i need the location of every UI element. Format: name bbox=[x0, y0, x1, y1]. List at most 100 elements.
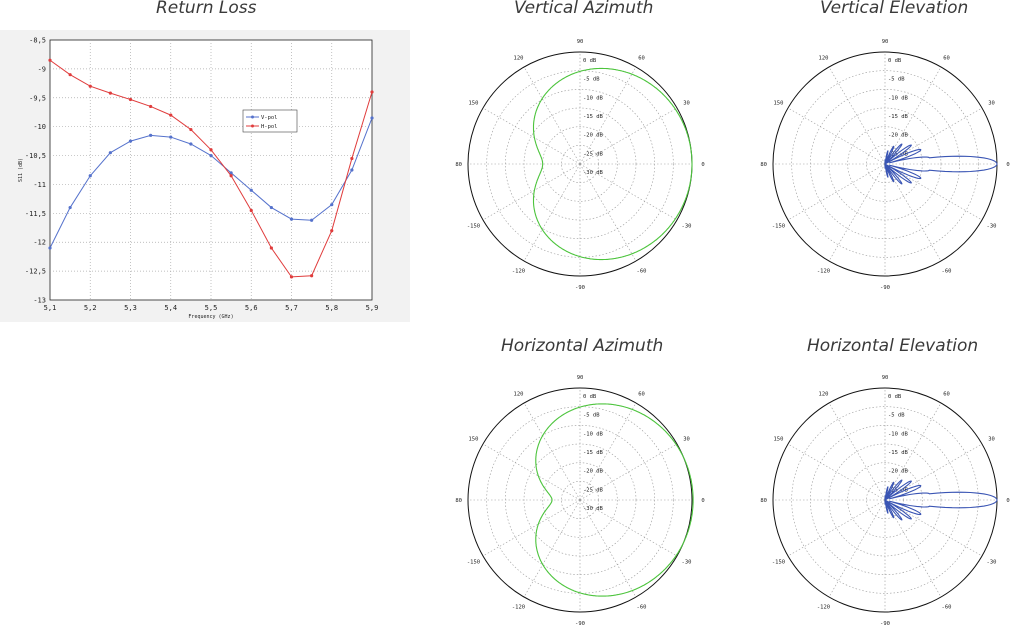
data-point bbox=[128, 97, 133, 102]
angle-label: -90 bbox=[575, 621, 585, 627]
polar-spoke bbox=[884, 499, 983, 557]
polar-ring bbox=[486, 406, 674, 594]
radial-label: -5 dB bbox=[888, 413, 905, 419]
angle-label: -120 bbox=[512, 605, 525, 611]
radial-label: -10 dB bbox=[583, 95, 604, 101]
vertical-elevation-title: Vertical Elevation bbox=[820, 0, 969, 18]
polar-spoke bbox=[579, 163, 637, 262]
data-point bbox=[289, 275, 294, 279]
polar-spoke bbox=[884, 402, 942, 501]
polar-spoke bbox=[884, 163, 942, 262]
data-point bbox=[88, 84, 92, 88]
angle-label: 150 bbox=[469, 437, 479, 443]
polar-ring bbox=[467, 387, 693, 613]
radial-label: -25 dB bbox=[888, 151, 909, 157]
polar-spoke bbox=[482, 499, 581, 557]
polar-spoke bbox=[579, 443, 678, 501]
x-tick-label: 5,4 bbox=[164, 304, 177, 312]
angle-label: 120 bbox=[819, 55, 829, 61]
radial-label: -20 dB bbox=[583, 133, 604, 139]
data-point bbox=[269, 246, 273, 250]
data-point bbox=[289, 217, 294, 221]
radial-label: -20 dB bbox=[888, 469, 909, 475]
angle-label: -120 bbox=[512, 269, 525, 275]
angle-label: -90 bbox=[880, 621, 890, 627]
legend-label: H-pol bbox=[261, 124, 278, 130]
data-point bbox=[209, 153, 213, 158]
angle-label: 0 bbox=[1006, 498, 1009, 504]
polar-spoke bbox=[579, 499, 678, 557]
vertical-elevation-chart: 0 dB -5 dB -10 dB -15 dB -20 dB -25 dB 0 30 60 90… bbox=[760, 36, 1021, 298]
angle-label: 90 bbox=[577, 39, 584, 45]
data-point bbox=[249, 208, 253, 213]
radial-label: 0 dB bbox=[888, 58, 902, 64]
polar-spoke bbox=[884, 443, 983, 501]
radial-label: 0 dB bbox=[583, 58, 597, 64]
polar-spoke bbox=[787, 107, 886, 165]
angle-label: 150 bbox=[774, 101, 784, 107]
angle-label: 30 bbox=[683, 101, 690, 107]
horizontal-elevation-title: Horizontal Elevation bbox=[807, 336, 979, 356]
angle-label: 180 bbox=[760, 498, 767, 504]
polar-spoke bbox=[828, 163, 886, 262]
angle-label: 120 bbox=[514, 391, 524, 397]
polar-spoke bbox=[828, 499, 886, 598]
angle-label: -60 bbox=[942, 269, 952, 275]
data-point bbox=[209, 148, 213, 152]
polar-spoke bbox=[523, 66, 581, 165]
y-tick-label: -10,5 bbox=[25, 152, 46, 160]
angle-label: -120 bbox=[817, 269, 830, 275]
pattern-trace bbox=[532, 67, 693, 261]
polar-spoke bbox=[523, 163, 581, 262]
y-axis-label: S11 (dB) bbox=[18, 158, 24, 182]
angle-label: 60 bbox=[943, 391, 950, 397]
radial-label: -10 dB bbox=[583, 431, 604, 437]
angle-label: -150 bbox=[772, 224, 785, 230]
data-point bbox=[330, 229, 334, 233]
polar-spoke bbox=[523, 402, 581, 501]
polar-ring bbox=[542, 126, 618, 202]
x-tick-label: 5,9 bbox=[366, 304, 379, 312]
polar-spoke bbox=[884, 107, 983, 165]
data-point bbox=[189, 142, 193, 146]
x-tick-label: 5,6 bbox=[245, 304, 258, 312]
pattern-trace bbox=[884, 479, 998, 521]
angle-label: -60 bbox=[942, 605, 952, 611]
return-loss-title: Return Loss bbox=[156, 0, 257, 18]
polar-spoke bbox=[579, 163, 678, 221]
radial-label: -20 dB bbox=[888, 133, 909, 139]
x-tick-label: 5,2 bbox=[84, 304, 97, 312]
radial-label: -15 dB bbox=[888, 114, 909, 120]
angle-label: 90 bbox=[577, 375, 584, 381]
angle-label: 30 bbox=[988, 101, 995, 107]
data-point bbox=[310, 274, 314, 278]
angle-label: 90 bbox=[882, 375, 889, 381]
x-tick-label: 5,7 bbox=[285, 304, 298, 312]
data-point bbox=[249, 188, 253, 192]
angle-label: 60 bbox=[638, 55, 645, 61]
polar-spoke bbox=[482, 443, 581, 501]
data-point bbox=[169, 113, 173, 117]
y-tick-label: -9 bbox=[38, 65, 46, 73]
legend-label: V-pol bbox=[261, 115, 278, 121]
data-point bbox=[169, 135, 173, 139]
radial-label: -25 dB bbox=[888, 487, 909, 493]
data-point bbox=[350, 168, 354, 172]
radial-label: -25 dB bbox=[583, 487, 604, 493]
data-point bbox=[149, 133, 153, 137]
polar-spoke bbox=[787, 443, 886, 501]
angle-label: -30 bbox=[682, 224, 692, 230]
x-tick-label: 5,1 bbox=[44, 304, 57, 312]
pattern-trace bbox=[535, 403, 694, 597]
angle-label: -30 bbox=[987, 560, 997, 566]
polar-spoke bbox=[828, 66, 886, 165]
polar-spoke bbox=[884, 499, 942, 598]
y-tick-label: -12 bbox=[33, 239, 46, 247]
data-point bbox=[128, 139, 133, 143]
y-tick-label: -11 bbox=[33, 181, 46, 189]
angle-label: 30 bbox=[988, 437, 995, 443]
horizontal-azimuth-title: Horizontal Azimuth bbox=[501, 336, 664, 356]
data-point bbox=[68, 73, 72, 77]
angle-label: -90 bbox=[880, 285, 890, 291]
angle-label: 0 bbox=[701, 162, 704, 168]
